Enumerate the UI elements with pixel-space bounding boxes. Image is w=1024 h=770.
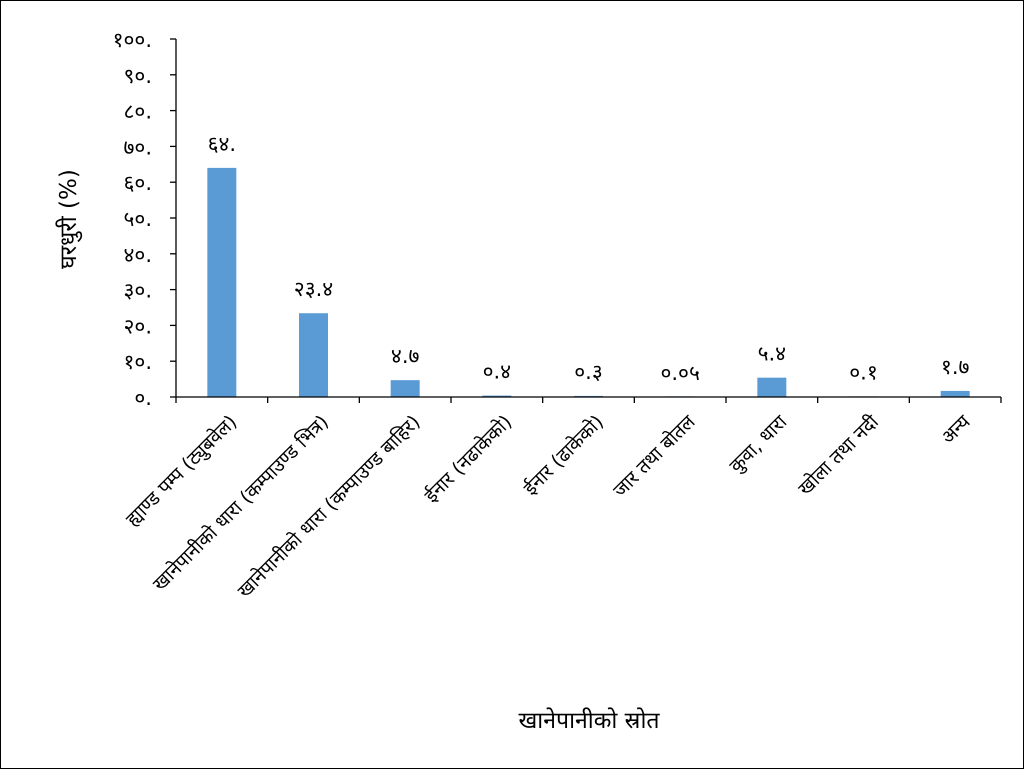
y-tick-label: ३०. [123, 279, 152, 303]
bar [207, 167, 237, 397]
data-labels-group: ६४. २३.४ ४.७ ०.४ ०.३ ०.०५ ५.४ ०.१ १.७ [208, 132, 970, 385]
category-labels-group: ह्याण्ड पम्प (ट्युबवेल)खानेपानीको धारा (… [121, 409, 975, 602]
bars-group [207, 167, 970, 397]
data-label: ०.३ [574, 360, 603, 384]
x-axis [175, 396, 1002, 403]
y-tick-label: ४०. [123, 243, 152, 267]
category-label: ईनार (नढाकेको) [420, 410, 517, 507]
bar [299, 313, 328, 397]
category-label: खोला तथा नदी [793, 410, 883, 500]
data-label: ०.०५ [660, 361, 699, 385]
category-label: ईनार (ढाकेको) [519, 410, 608, 499]
data-label: १.७ [941, 355, 970, 379]
x-axis-title: खानेपानीको स्रोत [518, 707, 660, 734]
y-tick-label: ९०. [123, 64, 152, 88]
category-label: खानेपानीको धारा (कम्पाउण्ड बाहिर) [233, 410, 425, 602]
y-tick-label: ६०. [123, 171, 152, 195]
y-tick-label: १०. [123, 350, 152, 374]
data-label: २३.४ [294, 277, 333, 301]
y-axis-title: घरधुरी (%) [55, 169, 83, 269]
y-tick-label: १००. [113, 28, 152, 52]
y-tick-label: ७०. [123, 135, 152, 159]
bar [390, 380, 420, 397]
data-label: ०.१ [849, 361, 878, 385]
y-tick-label: ५०. [123, 207, 152, 231]
bar [757, 377, 787, 397]
data-label: ०.४ [483, 360, 512, 384]
data-label: ६४. [208, 132, 237, 156]
bar [940, 390, 970, 397]
category-label: कुवा, धारा [725, 410, 793, 478]
y-axis: ०. १०. २०. ३०. ४०. ५०. ६०. ७०. ८०. ९०. १००. [113, 28, 177, 410]
data-label: ४.७ [391, 344, 420, 368]
y-tick-label: २०. [123, 314, 152, 338]
data-label: ५.४ [758, 342, 787, 366]
category-label: खानेपानीको धारा (कम्पाउण्ड भित्र) [148, 410, 333, 595]
category-label: जार तथा बोतल [608, 409, 700, 501]
y-tick-label: ०. [134, 386, 152, 410]
y-tick-label: ८०. [123, 100, 152, 124]
category-label: अन्य [937, 410, 975, 448]
bar [482, 395, 512, 397]
